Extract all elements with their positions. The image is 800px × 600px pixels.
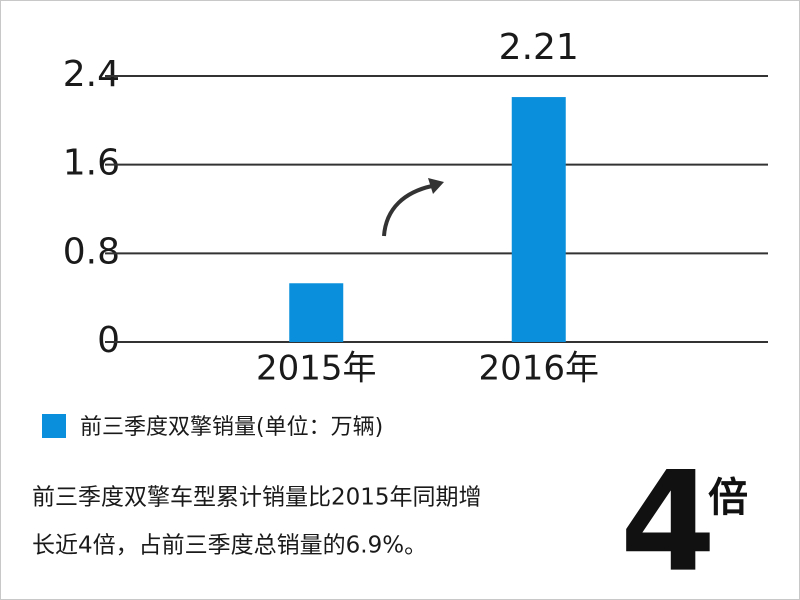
y-tick-label: 0: [97, 320, 120, 361]
arrow: [382, 184, 433, 237]
legend-swatch: [42, 414, 66, 438]
bar: [511, 97, 566, 342]
x-tick-label: 2015年: [256, 349, 377, 389]
y-tick-label: 0.8: [63, 231, 120, 272]
arrow-head: [428, 178, 444, 194]
highlight-number: 4: [620, 442, 716, 600]
legend-label: 前三季度双擎销量(单位：万辆): [80, 415, 383, 440]
highlight-unit: 倍: [708, 475, 748, 521]
data-label: 2.21: [499, 27, 579, 68]
x-tick-label: 2016年: [478, 349, 599, 389]
y-tick-label: 1.6: [63, 143, 120, 184]
note-line: 前三季度双擎车型累计销量比2015年同期增: [32, 485, 482, 511]
note-line: 长近4倍，占前三季度总销量的6.9%。: [32, 533, 427, 559]
y-tick-label: 2.4: [63, 54, 120, 95]
bar: [289, 283, 344, 342]
